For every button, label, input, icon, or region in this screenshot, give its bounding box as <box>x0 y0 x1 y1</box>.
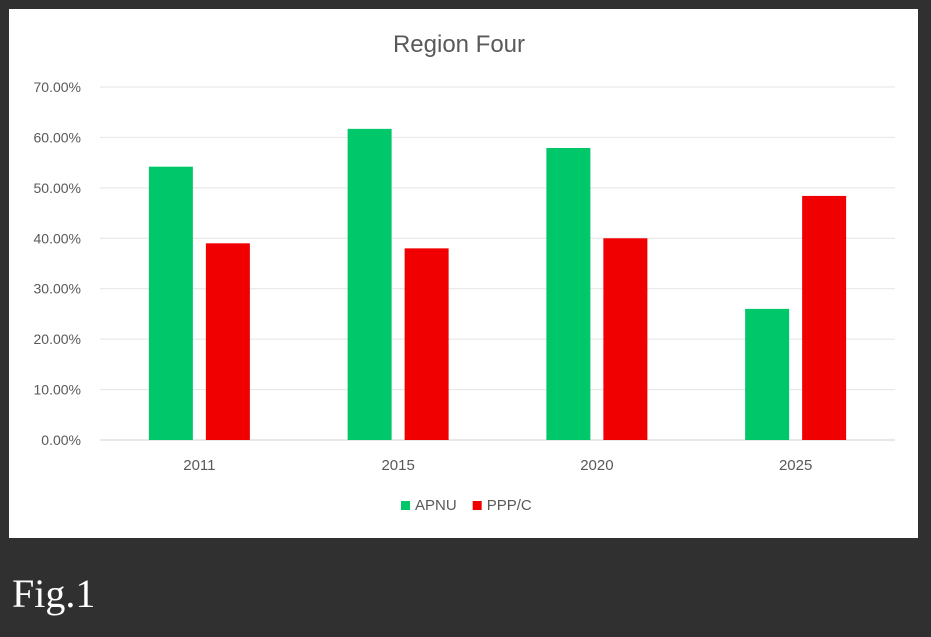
legend-swatch <box>401 501 410 510</box>
y-tick-label: 40.00% <box>34 230 81 246</box>
legend-label: PPP/C <box>487 497 532 514</box>
legend-swatch <box>472 501 482 510</box>
bar-apnu-2025 <box>745 308 790 440</box>
legend-label: APNU <box>415 497 457 514</box>
bar-apnu-2020 <box>546 148 591 441</box>
x-tick-label: 2015 <box>381 457 414 474</box>
x-tick-label: 2011 <box>183 457 215 474</box>
chart-panel: 0.00% 10.00% 20.00% 30.00% 40.00% 50.00% 60.00… <box>9 9 918 538</box>
y-tick-label: 20.00% <box>34 331 81 347</box>
x-tick-label: 2020 <box>580 457 613 474</box>
y-tick-label: 50.00% <box>34 180 81 196</box>
y-tick-label: 30.00% <box>34 281 81 297</box>
bar-pppc-2015 <box>404 248 449 440</box>
bar-pppc-2020 <box>603 238 648 440</box>
bar-apnu-2011 <box>148 166 193 441</box>
figure-caption: Fig.1 <box>12 571 96 616</box>
y-tick-label: 60.00% <box>34 129 81 145</box>
bar-apnu-2015 <box>347 128 392 440</box>
y-tick-label: 10.00% <box>34 382 81 398</box>
y-tick-label: 0.00% <box>41 432 81 448</box>
y-tick-label: 70.00% <box>34 79 81 95</box>
bar-pppc-2025 <box>802 195 847 440</box>
bar-pppc-2011 <box>205 243 250 440</box>
x-tick-label: 2025 <box>779 457 812 474</box>
chart-title: Region Four <box>393 31 525 58</box>
bar-chart: 0.00% 10.00% 20.00% 30.00% 40.00% 50.00% 60.00… <box>34 31 895 514</box>
